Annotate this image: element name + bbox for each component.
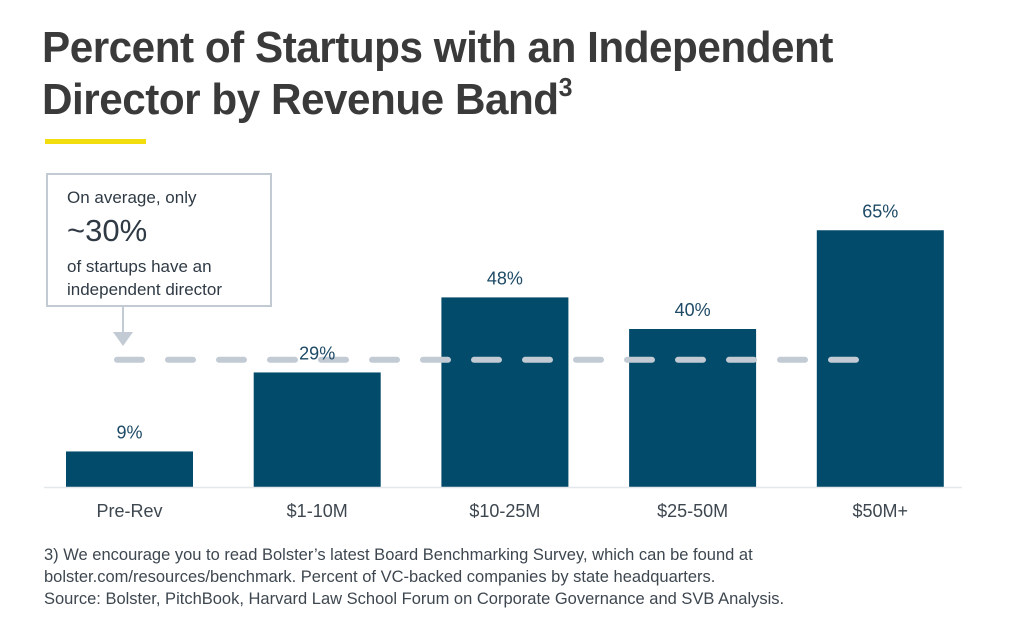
x-tick-label: Pre-Rev: [96, 501, 162, 521]
title-accent-underline: [45, 139, 146, 144]
bars-layer: [66, 230, 944, 487]
bar-value-label: 9%: [116, 422, 142, 442]
x-tick-label: $25-50M: [657, 501, 728, 521]
callout-description: of startups have an independent director: [67, 257, 223, 299]
footnote-line: bolster.com/resources/benchmark. Percent…: [44, 568, 716, 586]
bar-value-label: 29%: [299, 343, 335, 363]
footnote-line: Source: Bolster, PitchBook, Harvard Law …: [44, 590, 785, 608]
callout-highlight-value: ~30%: [67, 213, 148, 248]
bar-value-label: 48%: [487, 268, 523, 288]
x-tick-label: $10-25M: [469, 501, 540, 521]
average-callout-box: On average, only ~30% of startups have a…: [46, 173, 272, 307]
labels-layer: 9% Pre-Rev 29% $1-10M 48% $10-25M 40% $25-50M 65…: [96, 201, 908, 521]
bar-1: [253, 372, 381, 487]
callout-arrow-down-icon: [113, 332, 133, 346]
x-tick-label: $50M+: [853, 501, 909, 521]
bar-value-label: 40%: [675, 300, 711, 320]
footnote-marker: 3: [558, 72, 573, 102]
footnote: 3) We encourage you to read Bolster’s la…: [44, 544, 1004, 610]
callout-intro: On average, only: [67, 188, 197, 207]
bar-3: [629, 329, 757, 487]
chart-title-text: Percent of Startups with an Independent …: [42, 23, 833, 124]
bar-0: [66, 451, 193, 487]
callout-arrow-stem: [122, 307, 124, 333]
footnote-line: 3) We encourage you to read Bolster’s la…: [44, 546, 753, 564]
bar-2: [441, 297, 569, 487]
x-tick-label: $1-10M: [287, 501, 348, 521]
chart-title: Percent of Startups with an Independent …: [42, 22, 964, 126]
bar-value-label: 65%: [862, 201, 898, 221]
